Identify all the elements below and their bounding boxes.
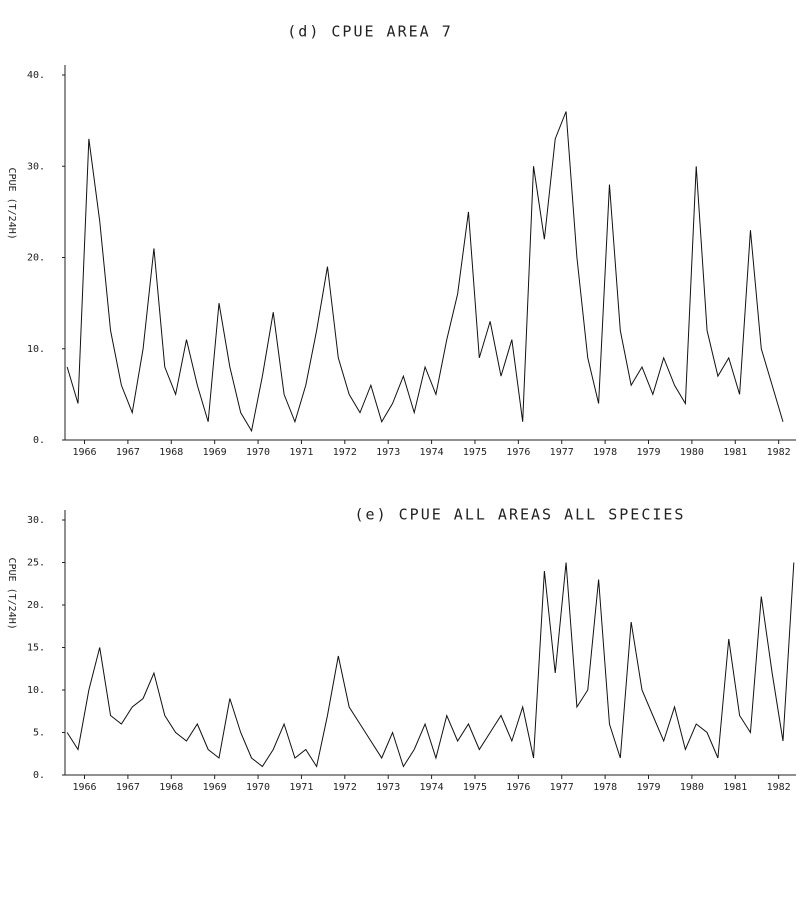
x-tick-label: 1981 (723, 782, 747, 793)
x-tick-label: 1971 (289, 782, 313, 793)
x-tick-label: 1974 (420, 447, 444, 458)
x-tick-label: 1967 (116, 447, 140, 458)
x-tick-label: 1976 (506, 782, 530, 793)
x-tick-label: 1980 (680, 782, 704, 793)
x-tick-label: 1977 (550, 447, 574, 458)
x-tick-label: 1979 (636, 782, 660, 793)
chart-title: (d) CPUE AREA 7 (287, 23, 452, 41)
y-axis-label: CPUE (T/24H) (6, 168, 17, 240)
x-tick-label: 1981 (723, 447, 747, 458)
y-tick-label: 40. (27, 70, 45, 81)
x-tick-label: 1972 (333, 782, 357, 793)
y-tick-label: 30. (27, 161, 45, 172)
x-tick-label: 1970 (246, 782, 270, 793)
x-tick-label: 1978 (593, 782, 617, 793)
y-tick-label: 0. (33, 435, 45, 446)
x-tick-label: 1978 (593, 447, 617, 458)
x-tick-label: 1966 (72, 782, 96, 793)
y-tick-label: 30. (27, 515, 45, 526)
chart-title: (e) CPUE ALL AREAS ALL SPECIES (355, 506, 686, 524)
y-tick-label: 5. (33, 728, 45, 739)
x-tick-label: 1980 (680, 447, 704, 458)
x-tick-label: 1975 (463, 447, 487, 458)
y-tick-label: 15. (27, 643, 45, 654)
cpue-line (66, 562, 795, 768)
x-tick-label: 1968 (159, 782, 183, 793)
x-tick-label: 1975 (463, 782, 487, 793)
x-tick-label: 1973 (376, 782, 400, 793)
cpue-line (66, 111, 784, 433)
x-tick-label: 1972 (333, 447, 357, 458)
x-tick-label: 1976 (506, 447, 530, 458)
x-tick-label: 1967 (116, 782, 140, 793)
y-tick-label: 20. (27, 600, 45, 611)
y-tick-label: 0. (33, 770, 45, 781)
x-tick-label: 1982 (767, 782, 791, 793)
x-tick-label: 1968 (159, 447, 183, 458)
x-tick-label: 1974 (420, 782, 444, 793)
y-tick-label: 20. (27, 253, 45, 264)
x-tick-label: 1966 (72, 447, 96, 458)
x-tick-label: 1973 (376, 447, 400, 458)
x-tick-label: 1979 (636, 447, 660, 458)
y-axis-label: CPUE (T/24H) (6, 558, 17, 630)
x-tick-label: 1970 (246, 447, 270, 458)
x-tick-label: 1982 (767, 447, 791, 458)
x-tick-label: 1977 (550, 782, 574, 793)
x-tick-label: 1971 (289, 447, 313, 458)
y-tick-label: 10. (27, 685, 45, 696)
y-tick-label: 25. (27, 558, 45, 569)
x-tick-label: 1969 (203, 447, 227, 458)
x-tick-label: 1969 (203, 782, 227, 793)
y-tick-label: 10. (27, 344, 45, 355)
